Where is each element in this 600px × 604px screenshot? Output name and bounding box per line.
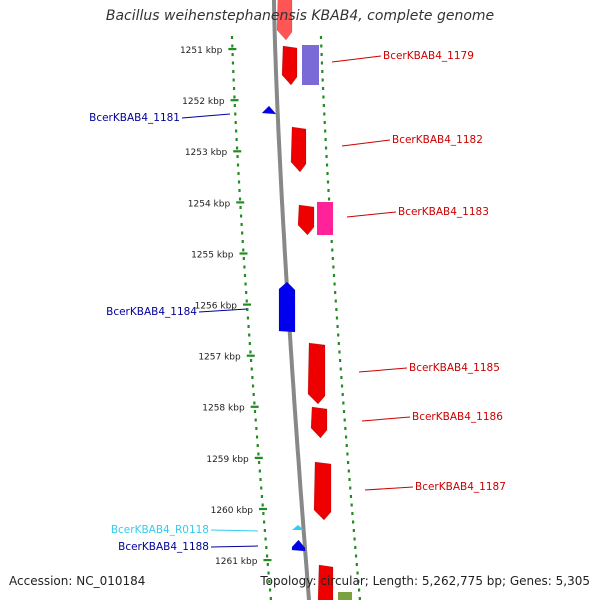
scale-tick — [243, 303, 252, 306]
gene-arrow[interactable] — [276, 0, 293, 41]
scale-tick-label: 1261 kbp — [215, 557, 258, 567]
gene-arrow[interactable] — [313, 461, 332, 521]
gene-box[interactable] — [317, 202, 333, 235]
feature-label[interactable]: BcerKBAB4_1181 — [89, 112, 180, 124]
feature-leader-line — [198, 308, 248, 313]
gene-arrow[interactable] — [297, 204, 315, 236]
gene-arrow[interactable] — [290, 126, 307, 173]
topology-text: Topology: circular; Length: 5,262,775 bp… — [260, 574, 590, 588]
gene-arrow[interactable] — [307, 342, 326, 405]
scale-tick-label: 1256 kbp — [195, 302, 238, 312]
gene-box[interactable] — [338, 592, 352, 602]
scale-tick-label: 1251 kbp — [180, 46, 223, 56]
feature-leader-line — [331, 55, 382, 63]
feature-label[interactable]: BcerKBAB4_1179 — [383, 50, 474, 62]
gene-arrow[interactable] — [281, 45, 298, 86]
gene-box[interactable] — [302, 45, 319, 85]
scale-tick — [250, 405, 259, 408]
scale-tick-label: 1257 kbp — [198, 353, 241, 363]
feature-leader-line — [358, 367, 408, 373]
feature-leader-line — [364, 486, 414, 491]
scale-tick-label: 1254 kbp — [188, 199, 231, 209]
scale-tick-label: 1258 kbp — [202, 404, 245, 414]
accession-text: Accession: NC_010184 — [9, 574, 146, 588]
scale-tick-label: 1259 kbp — [206, 455, 249, 465]
scale-tick-label: 1253 kbp — [185, 148, 228, 158]
scale-tick — [246, 354, 255, 357]
feature-leader-line — [346, 211, 397, 218]
scale-tick-label: 1260 kbp — [211, 506, 254, 516]
feature-label[interactable]: BcerKBAB4_1185 — [409, 362, 500, 374]
feature-leader-line — [210, 529, 259, 532]
feature-label[interactable]: BcerKBAB4_R0118 — [111, 524, 209, 536]
genome-title: Bacillus weihenstephanensis KBAB4, compl… — [105, 8, 495, 24]
scale-tick — [259, 507, 268, 511]
gene-arrow[interactable] — [291, 539, 306, 552]
feature-leader-line — [361, 416, 411, 422]
scale-tick — [233, 150, 242, 153]
feature-leader-line — [341, 139, 391, 147]
scale-tick — [239, 252, 248, 255]
feature-label[interactable]: BcerKBAB4_1188 — [118, 541, 209, 553]
feature-label[interactable]: BcerKBAB4_1184 — [106, 306, 197, 318]
feature-leader-line — [181, 113, 231, 119]
feature-leader-line — [210, 545, 259, 548]
feature-label[interactable]: BcerKBAB4_1187 — [415, 481, 506, 493]
scale-tick — [228, 48, 237, 51]
gene-arrow[interactable] — [261, 105, 277, 115]
gene-arrow[interactable] — [310, 406, 328, 439]
feature-label[interactable]: BcerKBAB4_1186 — [412, 411, 503, 423]
scale-tick-label: 1252 kbp — [182, 97, 225, 107]
gene-arrow[interactable] — [317, 564, 334, 604]
gene-arrow[interactable] — [278, 281, 296, 333]
scale-tick-label: 1255 kbp — [191, 250, 234, 260]
scale-tick — [254, 456, 263, 459]
feature-label[interactable]: BcerKBAB4_1183 — [398, 206, 489, 218]
feature-label[interactable]: BcerKBAB4_1182 — [392, 134, 483, 146]
scale-tick — [263, 559, 272, 562]
rna-arrow[interactable] — [292, 525, 304, 530]
scale-tick — [236, 201, 245, 204]
scale-tick — [230, 99, 239, 102]
